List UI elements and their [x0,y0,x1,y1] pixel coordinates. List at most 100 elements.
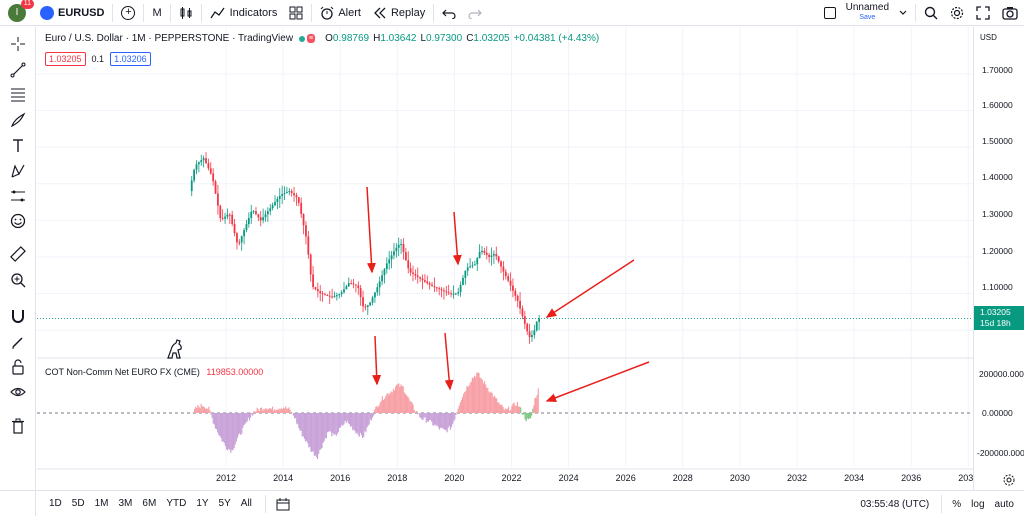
fib-tool[interactable] [9,85,27,103]
price-candle-body [240,236,243,243]
compare-symbol-button[interactable]: + [115,0,141,26]
price-candle-body [197,162,200,165]
price-candle-body [393,251,395,256]
price-candle-body [314,287,317,290]
range-3m-button[interactable]: 3M [118,498,133,509]
chart-panel[interactable]: 2012 2014 2016 2018 2020 2022 2024 2026 2028 2030… [37,27,973,490]
cot-tick: -200000.0000 [977,448,1024,458]
eye-icon [10,387,26,397]
settings-button[interactable] [944,0,970,26]
range-ytd-button[interactable]: YTD [166,498,187,509]
rewind-icon [374,7,386,18]
indicators-button[interactable]: Indicators [204,0,284,26]
top-toolbar: I 11 EURUSD + M Indicators Alert Replay … [0,0,1024,26]
time-tick-label: 2012 [216,473,236,483]
price-axis[interactable]: USD 1.70000 1.60000 1.50000 1.40000 1.30… [973,27,1024,490]
magnet-icon [12,310,24,323]
interval-button[interactable]: M [152,6,162,19]
brush-tool[interactable] [9,111,27,129]
hide-drawings-tool[interactable] [9,383,27,401]
lock-drawings-tool[interactable] [9,358,27,376]
price-candle-body [243,230,245,237]
replay-button[interactable]: Replay [367,0,431,26]
symbol-search-button[interactable]: EURUSD [58,6,105,19]
range-5y-button[interactable]: 5Y [218,498,231,509]
price-candle-body [255,211,257,215]
currency-label[interactable]: USD [980,33,997,42]
range-all-button[interactable]: All [240,498,252,509]
range-5d-button[interactable]: 5D [71,498,85,509]
price-candle-body [338,294,341,296]
redo-button[interactable] [462,0,488,26]
range-1d-button[interactable]: 1D [49,498,62,509]
time-tick-label: 2014 [273,473,293,483]
magnet-tool[interactable] [9,307,27,325]
close-value: 1.03205 [473,33,510,44]
log-scale-toggle[interactable]: log [971,498,985,510]
price-candle-body [457,292,460,294]
time-tick-label: 2026 [616,473,636,483]
templates-button[interactable] [283,0,309,26]
price-candle-body [359,288,362,298]
price-candle-body [504,271,507,277]
price-candle-body [390,255,393,260]
price-tick: 1.10000 [982,282,1013,292]
fullscreen-button[interactable] [970,0,996,26]
range-6m-button[interactable]: 6M [142,498,157,509]
crosshair-tool[interactable] [9,35,27,53]
sell-price-button[interactable]: 1.03205 [45,52,86,66]
price-candle-body [512,285,514,291]
price-candle-body [343,289,345,293]
price-candle-body [295,195,298,198]
pattern-tool[interactable] [9,162,27,180]
text-tool[interactable] [9,137,27,155]
price-candle-body [231,214,234,225]
range-1m-button[interactable]: 1M [94,498,109,509]
buy-price-button[interactable]: 1.03206 [110,52,151,66]
annotation-arrow [545,361,650,402]
remove-drawings-tool[interactable] [9,417,27,435]
price-candle-body [438,288,441,290]
icons-tool[interactable] [9,212,27,230]
price-candle-body [257,214,260,218]
price-candle-body [376,287,379,293]
axis-settings-icon[interactable] [1002,473,1016,487]
price-candle-body [469,266,472,268]
stay-in-drawing-tool[interactable] [9,333,27,351]
divider [311,3,313,22]
alert-button[interactable]: Alert [314,0,367,26]
layout-menu-button[interactable] [893,0,913,26]
market-status-badge[interactable]: ≡ [307,34,316,43]
alarm-clock-icon [320,6,334,20]
user-avatar[interactable]: I 11 [8,0,34,22]
ruler-tool[interactable] [9,245,27,263]
price-candle-body [250,211,253,218]
auto-scale-toggle[interactable]: auto [994,498,1014,510]
chart-type-button[interactable] [173,0,199,26]
range-1y-button[interactable]: 1Y [196,498,209,509]
price-candle-body [331,296,334,298]
prediction-tool[interactable] [9,187,27,205]
undo-button[interactable] [436,0,462,26]
price-candle-body [374,292,376,298]
layout-checkbox-icon[interactable] [823,7,836,19]
search-button[interactable] [918,0,944,26]
grid-icon [289,6,303,19]
calendar-range-icon[interactable] [276,497,290,511]
price-candle-body [324,294,326,296]
price-candle-body [238,242,241,244]
price-candle-body [259,217,262,221]
percent-scale-toggle[interactable]: % [952,498,962,510]
price-candle-body [416,275,419,278]
chart-canvas[interactable]: 2012 2014 2016 2018 2020 2022 2024 2026 2028 2030… [37,27,973,490]
price-candle-body [352,283,355,285]
zoom-tool[interactable] [9,271,27,289]
trend-line-tool[interactable] [9,61,27,79]
layout-name-button[interactable]: Unnamed Save [846,3,889,23]
utc-clock[interactable]: 03:55:48 (UTC) [860,498,930,510]
price-candle-body [440,289,443,291]
screenshot-button[interactable] [996,0,1024,26]
price-candle-body [497,256,500,262]
trash-icon [12,418,24,434]
annotation-arrows [366,186,650,402]
